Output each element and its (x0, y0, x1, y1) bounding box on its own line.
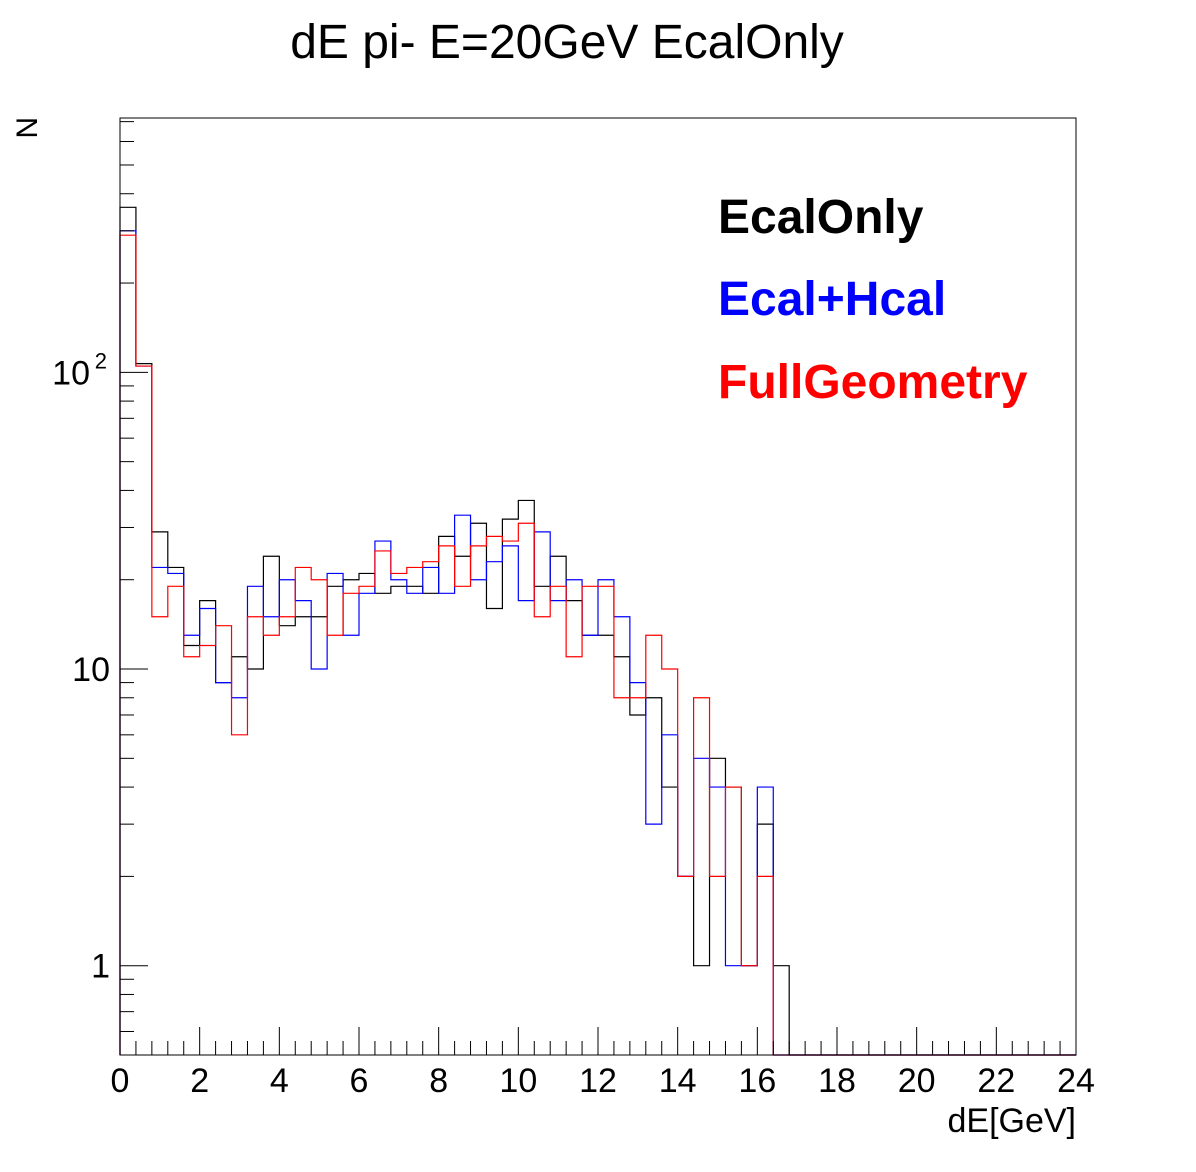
y-tick-label: 10 (52, 354, 90, 392)
series-fullgeometry (119, 234, 1076, 1056)
legend: EcalOnly Ecal+Hcal FullGeometry (718, 191, 1028, 409)
x-tick-label: 16 (738, 1062, 776, 1100)
x-tick-label: 12 (579, 1062, 617, 1100)
x-tick-label: 10 (499, 1062, 537, 1100)
x-tick-label: 8 (429, 1062, 448, 1100)
legend-entry-fullgeometry: FullGeometry (718, 356, 1028, 409)
x-tick-label: 0 (111, 1062, 130, 1100)
x-tick-label: 2 (190, 1062, 209, 1100)
x-tick-label: 22 (977, 1062, 1015, 1100)
legend-entry-ecal-hcal: Ecal+Hcal (718, 273, 946, 326)
histogram-layer (119, 206, 1076, 1056)
series-line (119, 234, 1076, 1056)
y-tick-label: 1 (91, 948, 110, 986)
x-tick-label: 14 (659, 1062, 697, 1100)
x-tick-label: 6 (350, 1062, 369, 1100)
x-axis-label: dE[GeV] (947, 1102, 1076, 1140)
x-tick-label: 4 (270, 1062, 289, 1100)
legend-entry-ecalonly: EcalOnly (718, 191, 924, 244)
y-axis-label: N (11, 117, 44, 139)
y-tick-label-exponent: 2 (95, 348, 107, 373)
x-tick-label: 24 (1057, 1062, 1095, 1100)
x-tick-label: 20 (898, 1062, 936, 1100)
chart-title: dE pi- E=20GeV EcalOnly (290, 16, 844, 69)
x-tick-label: 18 (818, 1062, 856, 1100)
y-tick-label: 10 (72, 651, 110, 689)
